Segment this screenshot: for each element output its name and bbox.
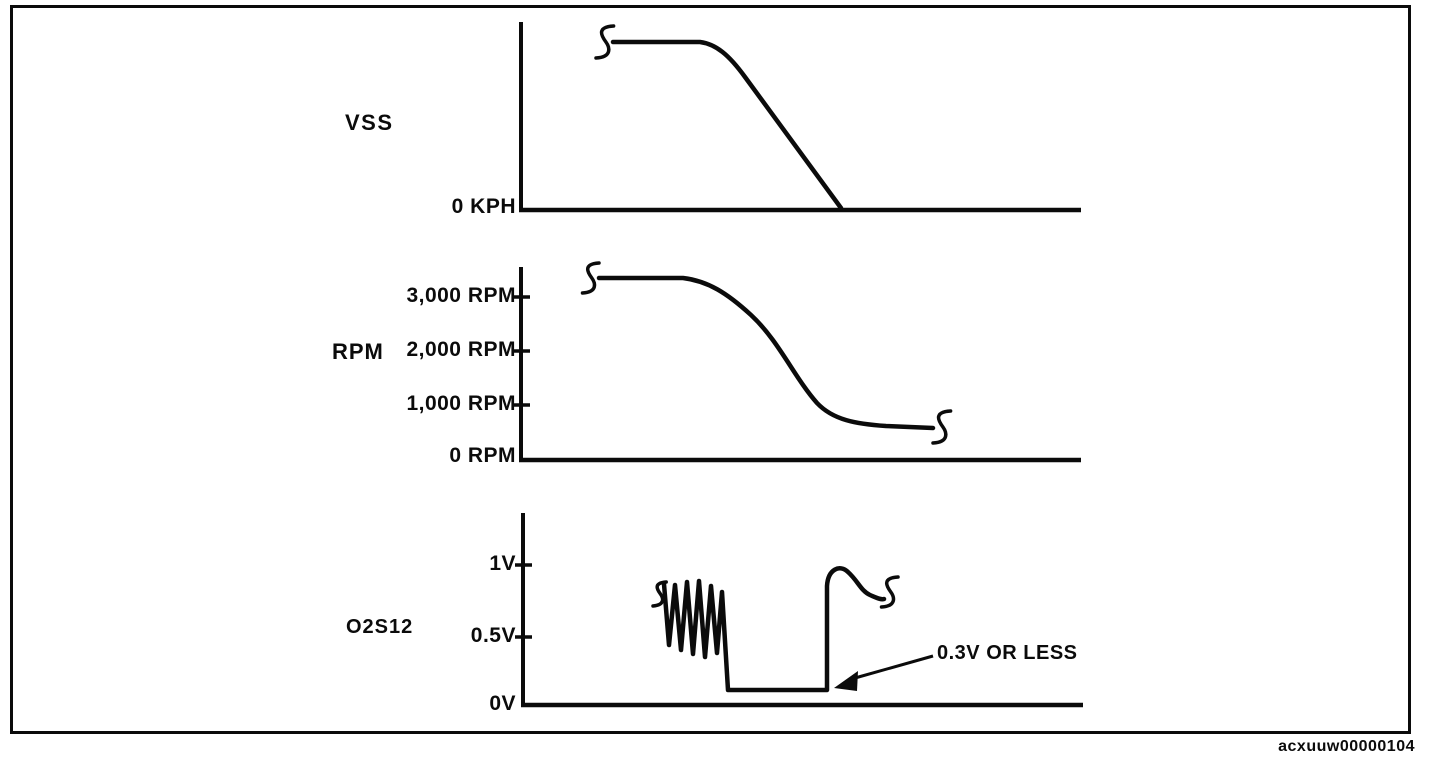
o2s12-tick-label-0v: 0V — [489, 692, 516, 715]
figure-id-label: acxuuw00000104 — [1278, 738, 1415, 755]
rpm-tick-label-1000: 1,000 RPM — [406, 392, 516, 415]
o2s12-chart-label: O2S12 — [346, 616, 414, 638]
o2s12-tick-label-1v: 1V — [489, 552, 516, 575]
rpm-tick-label-0: 0 RPM — [449, 444, 516, 467]
o2s12-tick-label-0-5v: 0.5V — [470, 624, 516, 647]
rpm-tick-label-3000: 3,000 RPM — [406, 284, 516, 307]
o2s12-annotation-text: 0.3V OR LESS — [937, 642, 1078, 664]
vss-tick-label-0kph: 0 KPH — [451, 195, 516, 218]
rpm-chart-label: RPM — [332, 339, 384, 364]
figure-border — [10, 5, 1411, 734]
rpm-tick-label-2000: 2,000 RPM — [406, 338, 516, 361]
vss-chart-label: VSS — [345, 110, 394, 135]
